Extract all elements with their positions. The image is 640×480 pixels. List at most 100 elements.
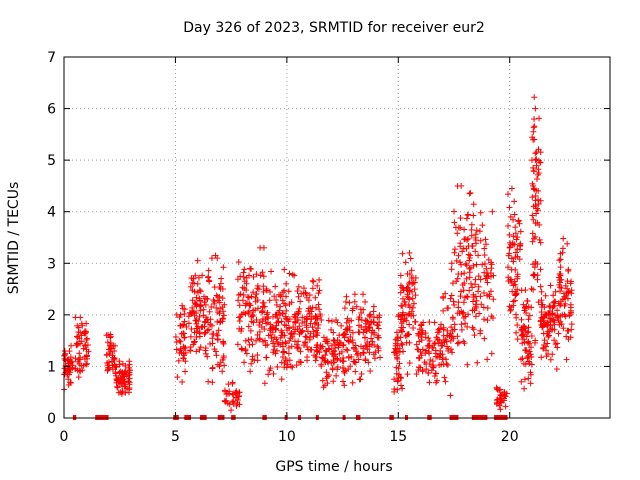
data-point <box>444 362 451 369</box>
data-point <box>112 372 119 379</box>
data-point <box>391 376 398 383</box>
data-point <box>530 182 537 189</box>
data-point <box>316 287 323 294</box>
data-point <box>509 240 516 247</box>
data-point <box>370 314 377 321</box>
data-point <box>122 389 129 396</box>
data-point <box>484 317 491 324</box>
data-point <box>447 346 454 353</box>
axis-ticks <box>63 56 610 419</box>
data-point <box>181 318 188 325</box>
data-point <box>217 305 224 312</box>
data-point <box>256 335 263 342</box>
data-point <box>557 313 564 320</box>
data-point <box>209 340 216 347</box>
data-point <box>426 343 433 350</box>
data-point <box>347 363 354 370</box>
data-point <box>522 347 529 354</box>
data-point <box>405 294 412 301</box>
data-point <box>342 367 349 374</box>
data-point <box>371 342 378 349</box>
data-point <box>406 288 413 295</box>
data-point <box>333 317 340 324</box>
data-point <box>433 334 440 341</box>
data-point <box>235 259 242 266</box>
data-point <box>238 328 245 335</box>
data-point <box>290 330 297 337</box>
data-point <box>337 357 344 364</box>
data-point <box>451 246 458 253</box>
data-point <box>286 316 293 323</box>
data-point <box>399 309 406 316</box>
data-point <box>370 308 377 315</box>
data-point <box>362 342 369 349</box>
data-point <box>505 191 512 198</box>
data-point <box>458 321 465 328</box>
data-point <box>195 274 202 281</box>
data-point <box>200 306 207 313</box>
data-point <box>443 343 450 350</box>
data-point <box>205 274 212 281</box>
data-point <box>449 349 456 356</box>
data-point <box>179 302 186 309</box>
data-point <box>261 303 268 310</box>
data-point <box>400 348 407 355</box>
data-point <box>306 334 313 341</box>
chart-title: Day 326 of 2023, SRMTID for receiver eur… <box>183 20 485 36</box>
data-point <box>531 94 538 101</box>
data-point <box>215 327 222 334</box>
data-point <box>441 339 448 346</box>
data-point <box>395 374 402 381</box>
data-point <box>454 333 461 340</box>
data-point <box>201 299 208 306</box>
data-point <box>265 371 272 378</box>
data-point <box>530 128 537 135</box>
data-point <box>212 348 219 355</box>
data-point <box>464 294 471 301</box>
data-point <box>425 342 432 349</box>
data-point <box>309 324 316 331</box>
data-point <box>568 321 575 328</box>
data-point <box>565 327 572 334</box>
data-point <box>468 221 475 228</box>
data-point <box>399 303 406 310</box>
data-point <box>218 275 225 282</box>
data-point <box>546 302 553 309</box>
x-axis-title: GPS time / hours <box>275 459 392 475</box>
data-point <box>320 384 327 391</box>
data-point <box>244 293 251 300</box>
data-point <box>458 326 465 333</box>
data-point <box>228 407 235 414</box>
data-point <box>423 347 430 354</box>
data-point <box>532 192 539 199</box>
data-point <box>398 382 405 389</box>
data-point <box>68 359 75 366</box>
data-point <box>201 323 208 330</box>
data-point <box>206 308 213 315</box>
data-point <box>479 261 486 268</box>
data-point <box>76 350 83 357</box>
data-point <box>482 241 489 248</box>
data-point <box>470 326 477 333</box>
data-point <box>302 339 309 346</box>
data-point <box>463 245 470 252</box>
data-point <box>180 355 187 362</box>
data-point <box>190 341 197 348</box>
data-point <box>339 342 346 349</box>
data-point <box>111 355 118 362</box>
data-point <box>76 360 83 367</box>
data-point <box>281 266 288 273</box>
data-point <box>532 220 539 227</box>
data-point <box>296 323 303 330</box>
data-point <box>214 318 221 325</box>
data-point <box>557 256 564 263</box>
data-point <box>463 275 470 282</box>
data-point <box>425 370 432 377</box>
data-point <box>81 356 88 363</box>
data-point <box>72 355 79 362</box>
data-point <box>229 379 236 386</box>
data-point <box>514 271 521 278</box>
data-point <box>304 357 311 364</box>
data-point <box>111 348 118 355</box>
data-point <box>246 300 253 307</box>
